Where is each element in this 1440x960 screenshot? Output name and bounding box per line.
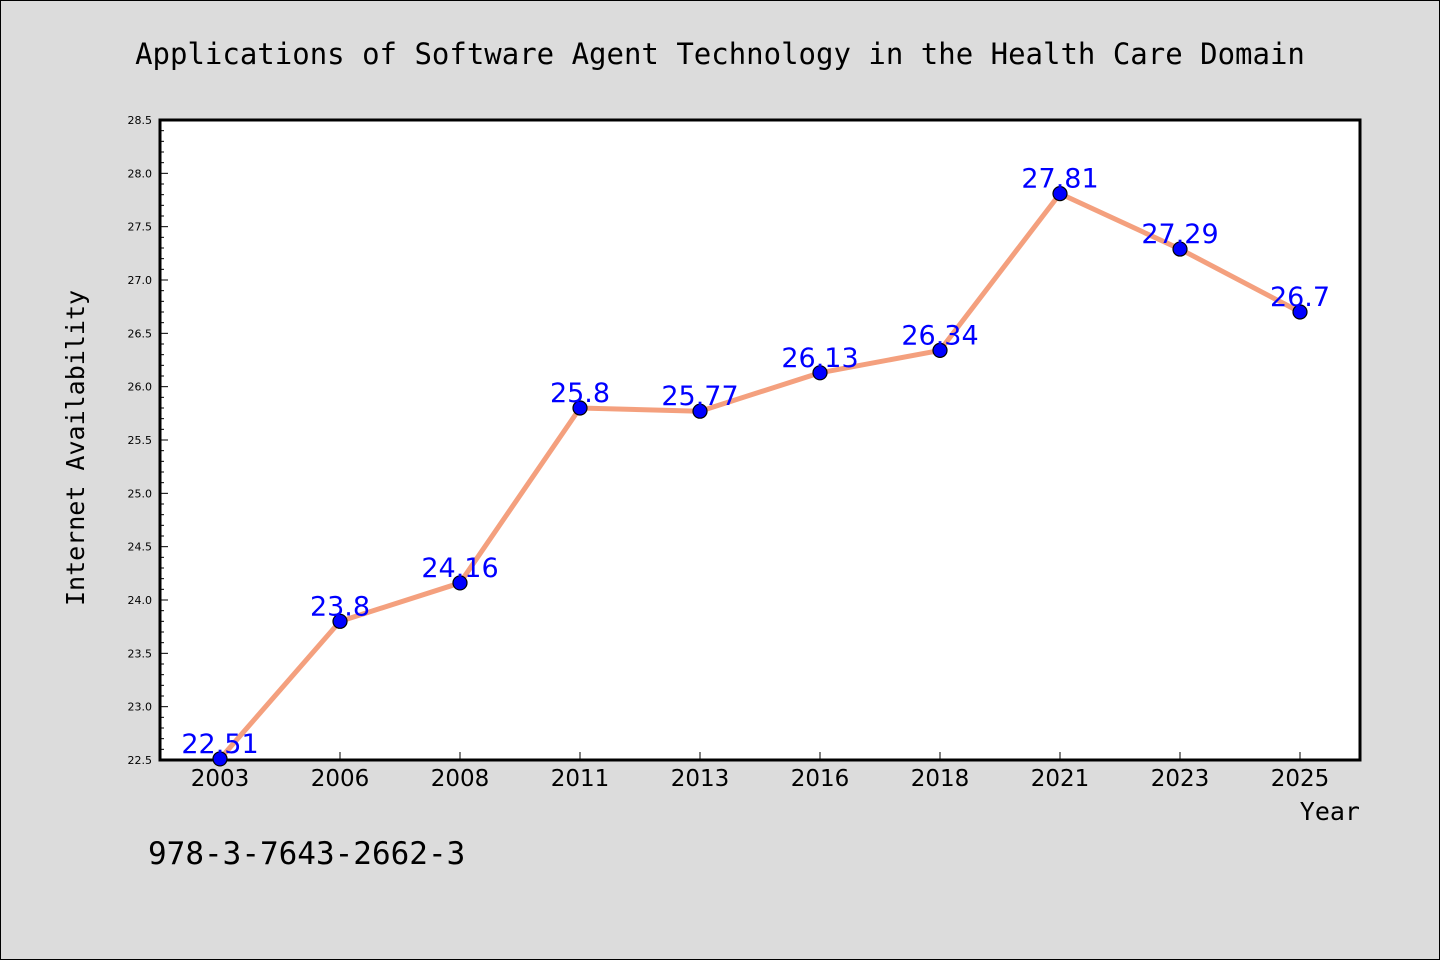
data-point-marker <box>932 342 948 358</box>
data-label: 26.34 <box>901 320 978 351</box>
x-axis: 2003 2006 2008 2011 2013 2016 2018 2021 2023 2025 <box>191 752 1330 792</box>
y-axis-label: Internet Availability <box>61 290 90 606</box>
data-labels-group: 22.51 23.8 24.16 25.8 25.77 26.13 26.34 27.81 27… <box>181 164 1330 760</box>
y-tick-label: 24.0 <box>128 594 153 607</box>
x-tick-label: 2021 <box>1031 766 1090 792</box>
data-label: 22.51 <box>181 729 258 760</box>
x-tick-label: 2016 <box>791 766 850 792</box>
x-tick-label: 2006 <box>311 766 370 792</box>
data-label: 25.8 <box>550 378 610 409</box>
data-point-marker <box>1172 241 1188 257</box>
data-point-marker <box>1052 186 1068 202</box>
y-tick-label: 25.5 <box>128 434 153 447</box>
data-label: 24.16 <box>421 553 498 584</box>
x-axis-label: Year <box>1300 797 1360 826</box>
y-axis: 22.5 23.0 23.5 24.0 24.5 25.0 25.5 26.0 26.5 27.0… <box>128 114 168 767</box>
y-tick-label: 25.0 <box>128 487 153 500</box>
y-tick-label: 23.0 <box>128 701 153 714</box>
data-point-marker <box>332 613 348 629</box>
data-label: 23.8 <box>310 591 370 622</box>
data-label: 26.7 <box>1270 282 1330 313</box>
data-label: 26.13 <box>781 343 858 374</box>
data-point-marker <box>1292 304 1308 320</box>
data-label: 27.81 <box>1021 164 1098 195</box>
data-label: 27.29 <box>1141 219 1218 250</box>
y-tick-label: 28.0 <box>128 167 153 180</box>
chart-title: Applications of Software Agent Technolog… <box>135 37 1305 71</box>
y-tick-label: 27.0 <box>128 274 153 287</box>
series-line-group <box>212 186 1308 767</box>
y-tick-label: 26.0 <box>128 381 153 394</box>
x-tick-label: 2023 <box>1151 766 1210 792</box>
data-label: 25.77 <box>661 381 738 412</box>
x-tick-label: 2018 <box>911 766 970 792</box>
plot-area <box>158 118 1362 762</box>
x-tick-label: 2011 <box>551 766 610 792</box>
data-point-marker <box>572 400 588 416</box>
y-tick-label: 22.5 <box>128 754 153 767</box>
data-point-marker <box>452 575 468 591</box>
data-point-marker <box>812 365 828 381</box>
x-tick-label: 2008 <box>431 766 490 792</box>
data-point-marker <box>692 403 708 419</box>
y-tick-label: 24.5 <box>128 541 153 554</box>
x-tick-label: 2003 <box>191 766 250 792</box>
x-tick-label: 2013 <box>671 766 730 792</box>
data-point-marker <box>212 751 228 767</box>
y-tick-label: 28.5 <box>128 114 153 127</box>
isbn-text: 978-3-7643-2662-3 <box>148 836 465 872</box>
y-tick-label: 26.5 <box>128 327 153 340</box>
series-line <box>217 191 1303 762</box>
x-tick-label: 2025 <box>1271 766 1330 792</box>
y-tick-label: 27.5 <box>128 221 153 234</box>
y-tick-label: 23.5 <box>128 647 153 660</box>
